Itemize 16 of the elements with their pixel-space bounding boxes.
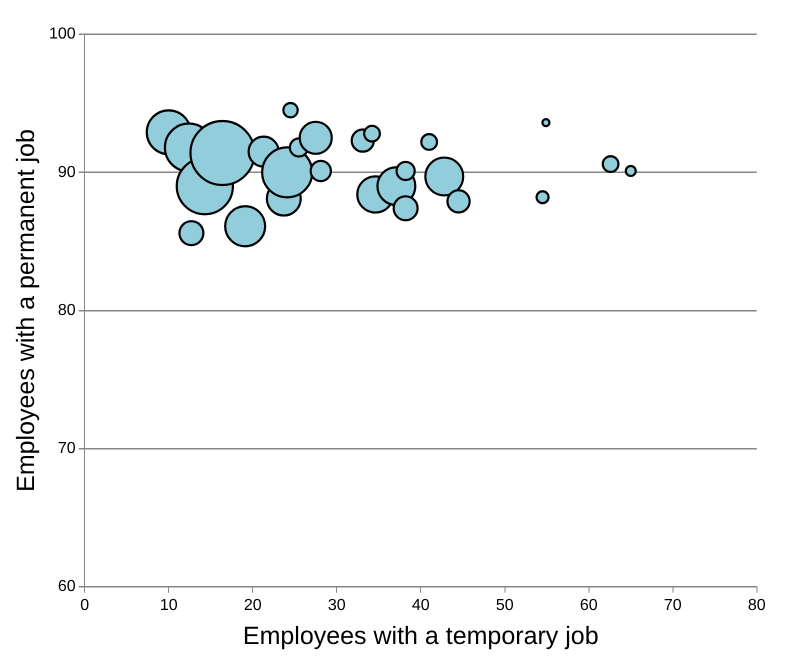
x-tick-label: 30 bbox=[328, 596, 346, 614]
y-axis-title: Employees with a permanent job bbox=[12, 129, 40, 492]
x-tick-label: 40 bbox=[412, 596, 430, 614]
x-tick-label: 60 bbox=[580, 596, 598, 614]
y-tick-label: 80 bbox=[58, 302, 76, 319]
x-axis-title: Employees with a temporary job bbox=[242, 622, 599, 650]
y-tick-label: 100 bbox=[48, 26, 76, 43]
x-tick-label: 80 bbox=[748, 596, 766, 614]
y-tick-label: 60 bbox=[58, 578, 76, 596]
y-tick-label: 90 bbox=[58, 164, 76, 181]
x-tick-label: 10 bbox=[160, 596, 178, 614]
x-tick-label: 20 bbox=[244, 596, 262, 614]
x-tick-label: 50 bbox=[496, 596, 514, 614]
x-tick-label: 0 bbox=[80, 596, 90, 614]
x-tick-label: 70 bbox=[664, 596, 682, 614]
y-tick-label: 70 bbox=[58, 440, 76, 458]
